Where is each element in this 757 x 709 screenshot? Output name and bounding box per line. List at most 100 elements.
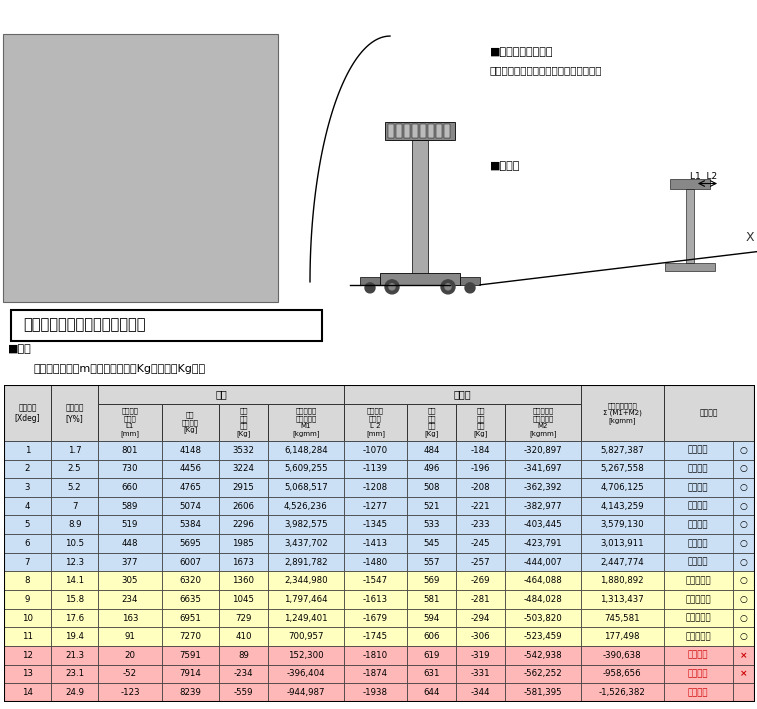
- Text: -1345: -1345: [363, 520, 388, 530]
- Text: -403,445: -403,445: [524, 520, 562, 530]
- Text: 2.5: 2.5: [68, 464, 82, 474]
- Bar: [344, 403, 407, 441]
- Bar: [420, 125, 426, 138]
- Bar: [268, 590, 344, 609]
- Text: 左輪
分担
荷重
[Kg]: 左輪 分担 荷重 [Kg]: [473, 408, 488, 437]
- Text: 4,706,125: 4,706,125: [600, 483, 644, 492]
- Bar: [4, 571, 51, 590]
- Text: 作業不可: 作業不可: [688, 688, 709, 697]
- Text: -444,007: -444,007: [524, 557, 562, 566]
- Text: 484: 484: [423, 446, 440, 454]
- Text: 2,891,782: 2,891,782: [284, 557, 328, 566]
- Text: ○: ○: [740, 446, 748, 454]
- Bar: [4, 609, 51, 627]
- Bar: [505, 459, 581, 478]
- Text: 305: 305: [122, 576, 139, 585]
- Bar: [219, 553, 268, 571]
- Text: 自重による
モーメント
M2
[kgmm]: 自重による モーメント M2 [kgmm]: [529, 408, 556, 437]
- Text: -319: -319: [471, 651, 491, 660]
- Text: 要注意作業: 要注意作業: [685, 632, 711, 641]
- Bar: [407, 646, 456, 664]
- Bar: [268, 646, 344, 664]
- Text: -1547: -1547: [363, 576, 388, 585]
- Text: 4148: 4148: [179, 446, 201, 454]
- Text: 10: 10: [22, 613, 33, 623]
- Text: 3,437,702: 3,437,702: [284, 539, 328, 548]
- Text: 6951: 6951: [179, 613, 201, 623]
- Bar: [664, 590, 733, 609]
- Text: 24.9: 24.9: [65, 688, 84, 697]
- Text: 要注意作業: 要注意作業: [685, 576, 711, 585]
- Text: 傾斜角度
[Xdeg]: 傾斜角度 [Xdeg]: [14, 403, 40, 423]
- Bar: [98, 385, 344, 403]
- Bar: [219, 683, 268, 702]
- Bar: [161, 478, 219, 497]
- Text: -294: -294: [471, 613, 491, 623]
- Bar: [219, 609, 268, 627]
- Bar: [219, 441, 268, 459]
- Text: -196: -196: [471, 464, 491, 474]
- Bar: [268, 403, 344, 441]
- Text: 右輪
分担荷重
[Kg]: 右輪 分担荷重 [Kg]: [182, 411, 199, 433]
- Text: 619: 619: [423, 651, 440, 660]
- Bar: [51, 553, 98, 571]
- Bar: [665, 264, 715, 272]
- Bar: [388, 125, 394, 138]
- Bar: [670, 179, 710, 189]
- Bar: [664, 478, 733, 497]
- Text: -1938: -1938: [363, 688, 388, 697]
- Bar: [733, 534, 755, 553]
- Bar: [98, 459, 161, 478]
- Text: 631: 631: [423, 669, 440, 679]
- Bar: [161, 553, 219, 571]
- Text: 5,827,387: 5,827,387: [600, 446, 644, 454]
- Bar: [98, 403, 161, 441]
- Bar: [161, 534, 219, 553]
- Text: 自重による
モーメント
M1
[kgmm]: 自重による モーメント M1 [kgmm]: [292, 408, 319, 437]
- Text: -1874: -1874: [363, 669, 388, 679]
- Bar: [733, 683, 755, 702]
- Text: 14: 14: [22, 688, 33, 697]
- Text: 5074: 5074: [179, 502, 201, 510]
- Bar: [407, 478, 456, 497]
- Text: -269: -269: [471, 576, 491, 585]
- Circle shape: [385, 280, 399, 294]
- Bar: [460, 277, 480, 285]
- Bar: [407, 553, 456, 571]
- Circle shape: [389, 284, 395, 290]
- Text: 448: 448: [122, 539, 139, 548]
- Text: 12.3: 12.3: [65, 557, 84, 566]
- Bar: [456, 478, 505, 497]
- Bar: [4, 627, 51, 646]
- Bar: [4, 515, 51, 534]
- Text: 5,267,558: 5,267,558: [600, 464, 644, 474]
- Text: ○: ○: [740, 595, 748, 604]
- Text: -958,656: -958,656: [603, 669, 642, 679]
- Text: 2: 2: [25, 464, 30, 474]
- Bar: [456, 497, 505, 515]
- Bar: [51, 459, 98, 478]
- Text: 7: 7: [25, 557, 30, 566]
- Text: 4: 4: [25, 502, 30, 510]
- Bar: [412, 140, 428, 273]
- Text: 508: 508: [423, 483, 440, 492]
- Bar: [407, 459, 456, 478]
- Text: 作業不可: 作業不可: [688, 669, 709, 679]
- Text: 1360: 1360: [232, 576, 254, 585]
- Bar: [404, 125, 410, 138]
- Bar: [505, 571, 581, 590]
- Text: 5: 5: [25, 520, 30, 530]
- Text: ■条件: ■条件: [8, 345, 31, 354]
- Text: 10.5: 10.5: [65, 539, 84, 548]
- Bar: [407, 497, 456, 515]
- Text: -1480: -1480: [363, 557, 388, 566]
- Bar: [664, 664, 733, 683]
- Bar: [733, 497, 755, 515]
- Bar: [268, 478, 344, 497]
- Bar: [51, 441, 98, 459]
- Bar: [456, 627, 505, 646]
- Text: -123: -123: [120, 688, 140, 697]
- Text: 11: 11: [22, 632, 33, 641]
- Bar: [407, 664, 456, 683]
- Bar: [161, 609, 219, 627]
